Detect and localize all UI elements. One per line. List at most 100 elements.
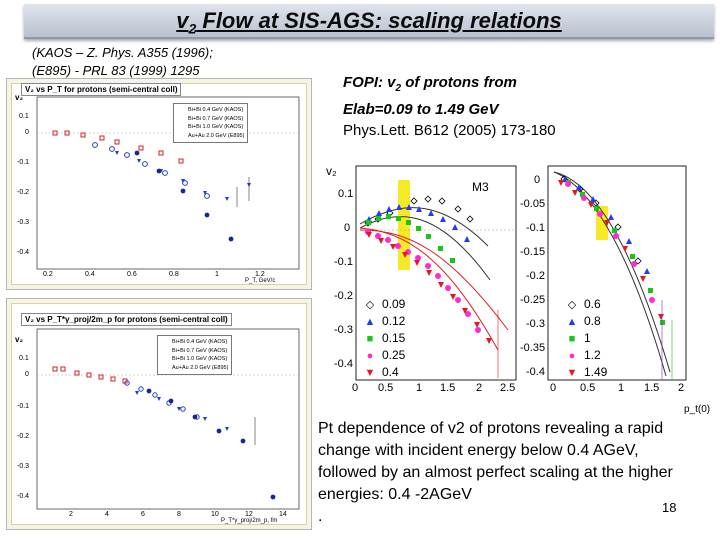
fopi-left-ytick-5: -0.3: [334, 324, 353, 336]
fopi-right-ytick-7: -0.3: [526, 318, 545, 330]
fopi-right-xtick-5: 2: [678, 382, 685, 394]
top-xtick-1: 0.2: [43, 271, 53, 278]
bottom-xtick-1: 2: [69, 511, 73, 518]
bottom-plot-title: V₂ vs P_T*γ_proj/2m_p for protons (semi-…: [21, 313, 232, 326]
fopi-left-ytick-2: 0: [344, 222, 351, 234]
top-plot-xlabel: P_T, GeV/c: [245, 278, 276, 284]
fopi-line-2: Elab=0.09 to 1.49 GeV: [343, 101, 499, 118]
fopi-right-legend-item: ◇ 0.6: [567, 297, 601, 311]
bottom-xtick-3: 6: [141, 511, 145, 518]
bottom-ytick-6: -0.4: [17, 493, 30, 500]
fopi-right-ytick-4: -0.15: [520, 246, 546, 258]
top-plot-legend: Bi+Bi 0.4 GeV (KAOS) Bi+Bi 0.7 GeV (KAOS…: [173, 103, 249, 143]
bottom-xtick-2: 4: [105, 511, 109, 518]
bottom-xtick-7: 14: [279, 511, 287, 518]
summary-dot: .: [318, 508, 323, 525]
top-ytick-4: -0.2: [17, 189, 30, 196]
fopi-line-3: Phys.Lett. B612 (2005) 173-180: [343, 122, 556, 139]
fopi-left-ytick-1: 0.1: [338, 188, 354, 200]
top-legend-item-1: Bi+Bi 0.4 GeV (KAOS): [188, 107, 244, 113]
fopi-right-legend-item: ▼ 1.49: [566, 365, 608, 379]
fopi-left-legend: ◇ 0.09 ▲ 0.12 ■ 0.15 ● 0.25 ▼ 0.4: [364, 296, 406, 381]
top-ytick-3: -0.1: [17, 159, 30, 166]
page-number: 18: [662, 500, 677, 515]
top-xtick-6: 1.2: [255, 271, 265, 278]
summary-body: Pt dependence of v2 of protons revealing…: [318, 420, 673, 503]
fopi-left-xtick-1: 0: [352, 382, 359, 394]
bottom-legend-item-2: Bi+Bi 0.7 GeV (KAOS): [172, 347, 228, 354]
fopi-ylabel: v₂: [326, 164, 337, 178]
fopi-xlabel: p_t(0): [684, 404, 711, 415]
top-ytick-6: -0.4: [17, 249, 30, 256]
fopi-right-ytick-6: -0.25: [520, 294, 546, 306]
bottom-ytick-2: 0: [25, 371, 29, 378]
bottom-legend-item-4: Au+Au 2.0 GeV (E895): [172, 364, 229, 371]
reference-text: (KAOS – Z. Phys. A355 (1996); (E895) - P…: [32, 44, 213, 80]
bottom-xtick-6: 12: [245, 511, 253, 518]
top-plot-title: V₂ vs P_T for protons (semi-central coll…: [21, 83, 182, 96]
bottom-xtick-4: 8: [177, 511, 181, 518]
fopi-right-ytick-5: -0.2: [526, 270, 545, 282]
top-xtick-2: 0.4: [85, 271, 95, 278]
bottom-ytick-4: -0.2: [17, 433, 30, 440]
ref-line-2: (E895) - PRL 83 (1999) 1295: [32, 63, 200, 78]
fopi-left-ytick-4: -0.2: [334, 290, 353, 302]
summary-text: Pt dependence of v2 of protons revealing…: [318, 418, 678, 528]
fopi-left-xtick-5: 2: [476, 382, 483, 394]
fopi-right-ytick-1: 0: [534, 174, 541, 186]
top-plot-svg: [36, 96, 300, 270]
fopi-left-xtick-4: 1.5: [440, 382, 456, 394]
top-xtick-5: 1: [215, 271, 219, 278]
bottom-plot-xlabel: P_T*γ_proj/2m_p, fm: [221, 518, 278, 524]
fopi-left-legend-item: ▲ 0.12: [364, 314, 406, 328]
fopi-figure: v₂ M3 0.1 0 -0.1 -0.2 -0.3 -0.4 0 0.5 1 …: [318, 150, 710, 415]
fopi-left-xtick-2: 0.5: [378, 382, 394, 394]
top-xtick-4: 0.8: [169, 271, 179, 278]
top-ytick-5: -0.3: [17, 219, 30, 226]
fopi-right-xtick-3: 1: [618, 382, 625, 394]
fopi-right-legend-item: ■ 1: [568, 331, 591, 345]
fopi-left-xtick-3: 1: [416, 382, 423, 394]
bottom-ytick-3: -0.1: [17, 403, 30, 410]
bottom-plot-svg: [36, 328, 300, 510]
fopi-right-xtick-1: 0: [550, 382, 557, 394]
top-ytick-1: 0.1: [19, 113, 29, 120]
fopi-left-ytick-3: -0.1: [334, 256, 353, 268]
fopi-right-legend-item: ● 1.2: [568, 348, 601, 362]
fopi-left-xtick-6: 2.5: [500, 382, 516, 394]
bottom-ytick-5: -0.3: [17, 463, 30, 470]
m3-label: M3: [472, 180, 489, 194]
bottom-legend-item-1: Bi+Bi 0.4 GeV (KAOS): [172, 339, 228, 345]
bottom-xtick-5: 10: [211, 511, 219, 518]
fopi-line-1: FOPI: v2 of protons from: [343, 74, 517, 94]
ref-line-1: (KAOS – Z. Phys. A355 (1996);: [32, 45, 213, 60]
top-legend-item-2: Bi+Bi 0.7 GeV (KAOS): [188, 115, 244, 122]
bottom-plot-ylabel: v₂: [15, 335, 24, 344]
fopi-left-legend-item: ◇ 0.09: [365, 297, 406, 311]
bottom-ytick-1: 0.1: [19, 355, 29, 362]
top-plot-frame: [11, 83, 307, 285]
top-ytick-2: 0: [25, 129, 29, 136]
fopi-right-legend-item: ▲ 0.8: [566, 314, 601, 328]
top-xtick-3: 0.6: [127, 271, 137, 278]
fopi-left-ytick-6: -0.4: [334, 358, 353, 370]
title-bar: v2 Flow at SIS-AGS: scaling relations: [24, 4, 714, 39]
fopi-caption: FOPI: v2 of protons from Elab=0.09 to 1.…: [343, 72, 556, 141]
bottom-legend-item-3: Bi+Bi 1.0 GeV (KAOS): [172, 356, 228, 362]
fopi-right-ytick-3: -0.1: [526, 222, 545, 234]
fopi-right-ytick-2: -0.05: [520, 198, 546, 210]
top-legend-item-4: Au+Au 2.0 GeV (E895): [188, 132, 245, 139]
top-plot-ylabel: v₂: [15, 93, 24, 102]
fopi-right-ytick-9: -0.4: [526, 366, 545, 378]
top-plot-panel: V₂ vs P_T for protons (semi-central coll…: [6, 78, 312, 290]
fopi-right-xtick-2: 0.5: [580, 382, 596, 394]
bottom-plot-panel: V₂ vs P_T*γ_proj/2m_p for protons (semi-…: [6, 298, 312, 530]
fopi-left-legend-item: ▼ 0.4: [364, 365, 399, 379]
bottom-plot-legend: Bi+Bi 0.4 GeV (KAOS) Bi+Bi 0.7 GeV (KAOS…: [157, 335, 233, 375]
fopi-figure-svg: [355, 165, 687, 381]
fopi-left-legend-item: ● 0.25: [366, 348, 406, 362]
fopi-right-xtick-4: 1.5: [644, 382, 660, 394]
fopi-right-legend: ◇ 0.6 ▲ 0.8 ■ 1 ● 1.2 ▼ 1.49: [566, 296, 608, 381]
slide-title: v2 Flow at SIS-AGS: scaling relations: [176, 8, 562, 37]
fopi-left-legend-item: ■ 0.15: [366, 331, 406, 345]
